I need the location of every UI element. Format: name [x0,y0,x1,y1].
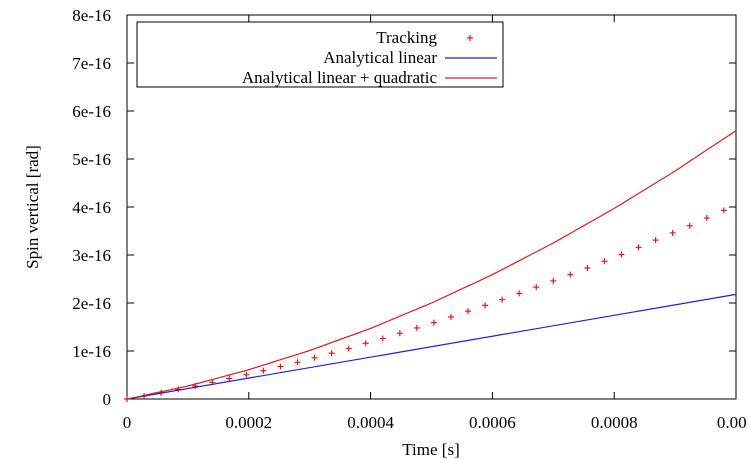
y-tick-label: 1e-16 [72,342,111,361]
legend-box [136,21,504,88]
x-tick-label: 0.0008 [591,413,638,432]
tracking-point [720,207,727,214]
x-axis-label: Time [s] [402,440,459,459]
tracking-point [499,296,506,303]
tracking-point [430,319,437,326]
tracking-point [260,367,267,374]
y-tick-label: 0 [103,390,112,409]
y-tick-label: 3e-16 [72,246,111,265]
x-tick-label: 0.0004 [347,413,394,432]
tracking-point [226,375,233,382]
tracking-point [328,350,335,357]
tracking-point [243,371,250,378]
x-tick-label: 0 [123,413,132,432]
legend-label: Tracking [376,28,437,47]
tracking-point [277,363,284,370]
tracking-point [635,244,642,251]
tracking-point [567,271,574,278]
tracking-point [686,222,693,229]
series-tracking [124,207,727,402]
tracking-point [413,324,420,331]
tracking-point [669,229,676,236]
y-tick-label: 6e-16 [72,102,111,121]
tracking-point [652,237,659,244]
axis-ticks: 0 0.0002 0.0004 0.0006 0.0008 0.001 0 1e-16 2e-1… [72,6,748,432]
tracking-point [618,251,625,258]
y-tick-label: 5e-16 [72,150,111,169]
y-tick-label: 7e-16 [72,54,111,73]
tracking-point [294,359,301,366]
tracking-point [311,354,318,361]
tracking-point [465,308,472,315]
series-analytical-linear-quadratic [126,130,737,400]
y-axis-label: Spin vertical [rad] [23,145,42,269]
series-analytical-linear [126,293,737,400]
series-line-analytical-linear-quadratic [126,130,737,400]
tracking-point [516,290,523,297]
series-line-analytical-linear [126,293,737,400]
y-tick-label: 4e-16 [72,198,111,217]
tracking-point [447,313,454,320]
y-tick-label: 2e-16 [72,294,111,313]
y-tick-label: 8e-16 [72,6,111,25]
tracking-point [550,277,557,284]
x-tick-label: 0.0002 [225,413,272,432]
legend-marker-tracking [467,35,473,41]
legend-label: Analytical linear [323,48,437,67]
tracking-point [345,345,352,352]
tracking-point [601,258,608,265]
series-layer [124,130,737,402]
x-tick-label: 0.0006 [469,413,516,432]
tracking-point [482,302,489,309]
tracking-point [379,335,386,342]
x-tick-label: 0.001 [717,413,748,432]
tracking-point [533,284,540,291]
tracking-point [396,330,403,337]
legend-label: Analytical linear + quadratic [242,68,438,87]
tracking-point [362,340,369,347]
tracking-point [584,264,591,271]
tracking-point [703,215,710,222]
